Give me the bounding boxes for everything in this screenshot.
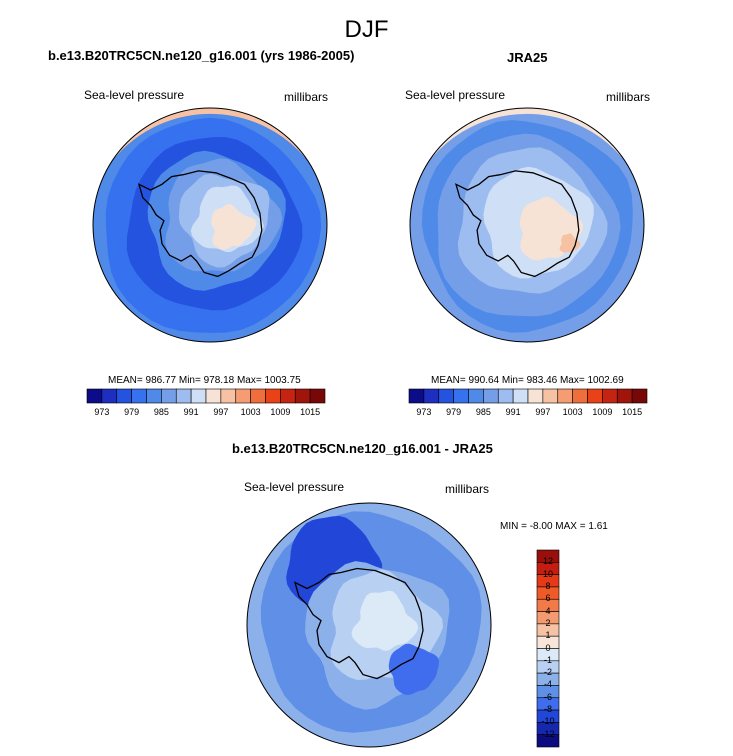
colorbar1-tick-label: 1009 [270,407,291,417]
antarctica-coastline [293,567,424,680]
colorbar3-tick-label: -10 [541,716,555,727]
colorbar1-box [294,388,311,404]
colorbar3-tick-label: -4 [543,679,552,690]
colorbar3-tick-label: 2 [545,617,551,628]
colorbar2-box [542,388,559,404]
colorbar2-tick-label: 973 [416,407,432,417]
panel1-units-label: millibars [284,90,329,104]
colorbar2-box [602,388,618,404]
panel3-title: b.e13.B20TRC5CN.ne120_g16.001 - JRA25 [232,441,493,456]
colorbar2-tick-label: 1003 [562,407,583,417]
map-border [246,502,492,748]
map-panel-2 [409,107,645,343]
colorbar1-box [146,388,162,404]
colorbar3-tick-label: 0 [545,642,551,653]
colorbar3-tick-label: 4 [545,605,551,616]
colorbar2-box [512,388,529,404]
colorbar3-tick-label: -2 [543,667,552,678]
colorbar2-box [483,388,499,404]
colorbar1-box [101,388,118,404]
colorbar1-tick-label: 985 [153,407,169,417]
colorbar1-box [175,388,192,404]
colorbar3-tick-label: -1 [543,654,552,665]
colorbar3-tick-label: -6 [543,691,552,702]
panel3-units-label: millibars [445,482,490,496]
colorbar2-box [587,388,603,404]
colorbar1-box [161,388,177,404]
colorbar3-tick-label: 12 [542,556,553,567]
colorbar3-tick-label: -8 [543,704,552,715]
map-contour-band [351,590,419,651]
colorbar1-tick-label: 1015 [300,407,321,417]
colorbar1-tick-label: 1003 [240,407,261,417]
colorbar1-box [250,388,266,404]
colorbar2-box [497,388,514,404]
map-fill-3 [247,503,491,747]
colorbar2-box [527,388,544,404]
colorbar1-tick-label: 973 [94,407,110,417]
panel3-stats: MIN = -8.00 MAX = 1.61 [500,521,608,532]
panel2-stats: MEAN= 990.64 Min= 983.46 Max= 1002.69 [431,375,624,386]
panel1-stats: MEAN= 986.77 Min= 978.18 Max= 1003.75 [108,375,301,386]
colorbar1-box [190,388,207,404]
colorbar2-box [453,388,469,404]
colorbar1-box [265,388,281,404]
map-fill-2 [410,108,644,342]
colorbar2-tick-label: 1015 [622,407,643,417]
colorbar2-tick-label: 997 [535,407,551,417]
colorbar2-box [572,388,588,404]
map-contour-band [559,233,581,253]
colorbar2-tick-label: 991 [505,407,521,417]
colorbar3-tick-label: -12 [541,728,555,739]
colorbar1-box [205,388,222,404]
map-panel-1 [92,107,328,343]
colorbar1-box [309,388,326,404]
colorbar1-box [86,388,103,404]
colorbar1-box [235,388,251,404]
map-fill-1 [93,108,327,342]
figure-title: DJF [344,16,389,43]
colorbar3-tick-label: 10 [542,568,553,579]
colorbar3-tick-label: 8 [545,580,551,591]
antarctica-coastline [454,170,580,278]
colorbar2-tick-label: 979 [446,407,462,417]
panel2-units-label: millibars [606,90,651,104]
colorbar2-box [631,388,648,404]
colorbar1-box [116,388,132,404]
panel3-left-label: Sea-level pressure [244,480,345,494]
colorbar3-tick-label: 6 [545,593,551,604]
colorbar3-box [536,734,560,748]
colorbar1-box [131,388,147,404]
map-border [92,107,328,343]
colorbar3-tick-label: 1 [545,630,551,641]
colorbar2-box [438,388,454,404]
panel2-title: JRA25 [507,50,548,65]
panel1-left-label: Sea-level pressure [84,88,185,102]
panel1-title: b.e13.B20TRC5CN.ne120_g16.001 (yrs 1986-… [48,48,355,63]
colorbar2-box [408,388,425,404]
colorbar2-box [557,388,573,404]
colorbar2-tick-label: 1009 [592,407,613,417]
antarctica-coastline [137,170,263,278]
panel2-left-label: Sea-level pressure [405,88,506,102]
colorbar2-tick-label: 985 [475,407,491,417]
map-contour-band [388,643,440,695]
colorbar1-box [220,388,237,404]
colorbar1-tick-label: 979 [124,407,140,417]
colorbar2-box [423,388,440,404]
map-border [409,107,645,343]
colorbar1-tick-label: 997 [213,407,229,417]
colorbar1-tick-label: 991 [183,407,199,417]
map-panel-3 [246,502,492,748]
colorbar1-box [280,388,296,404]
colorbar2-box [468,388,484,404]
map-contour-band [211,204,257,250]
colorbar2-box [616,388,633,404]
